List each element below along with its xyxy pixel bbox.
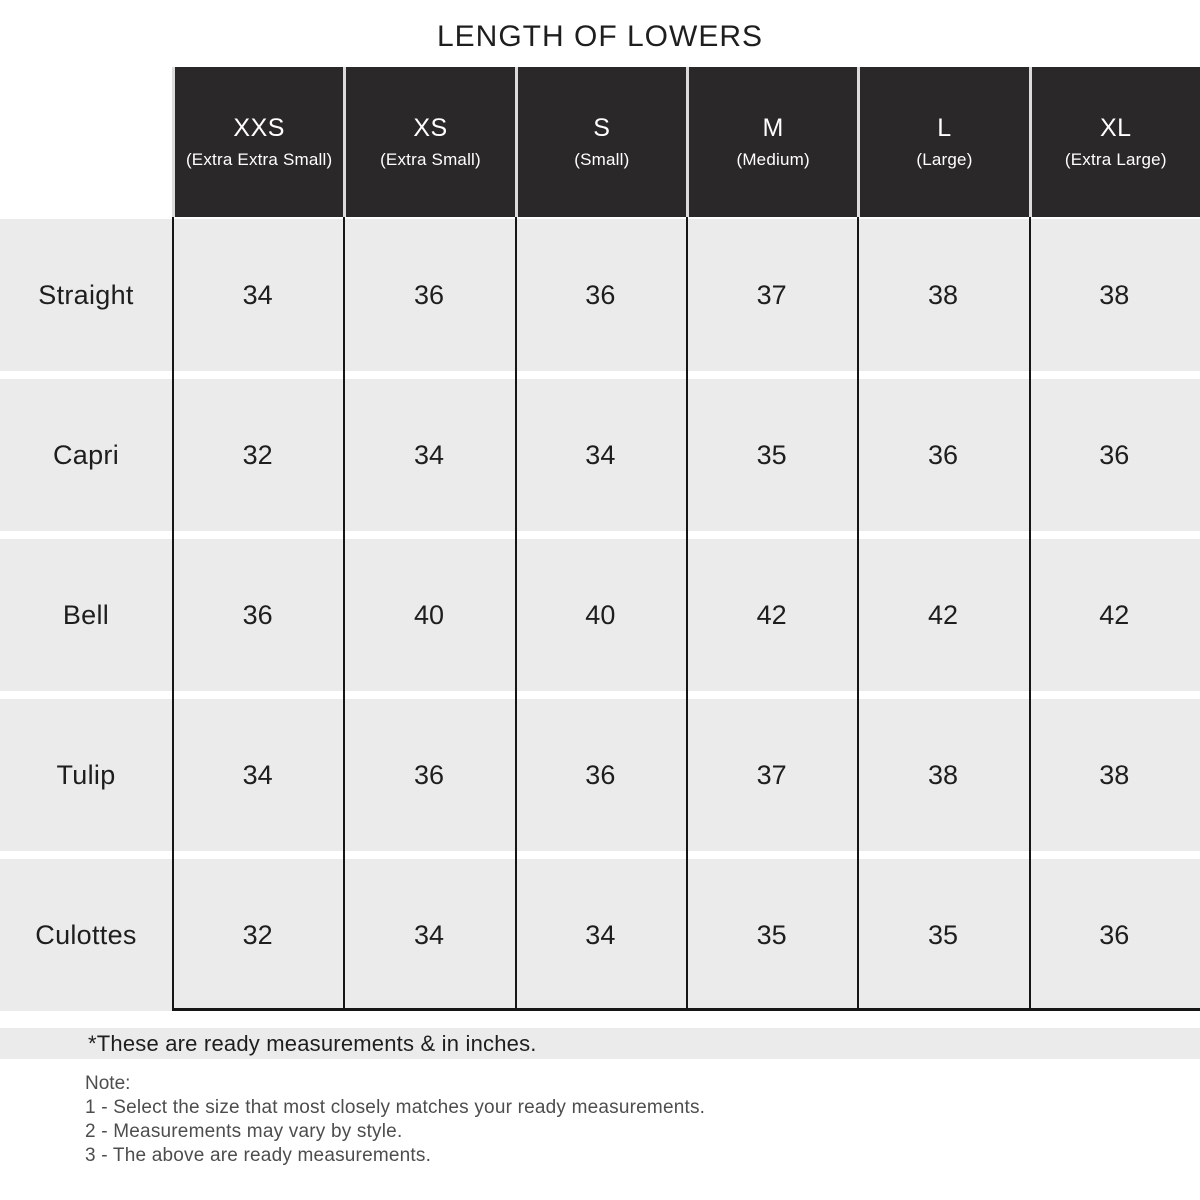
size-value-cell: 42 <box>1028 539 1200 691</box>
size-value-cell: 34 <box>343 379 515 531</box>
footnote-band: *These are ready measurements & in inche… <box>0 1028 1200 1059</box>
size-value-cell: 38 <box>1028 219 1200 371</box>
size-value-cell: 36 <box>514 699 686 851</box>
column-header-s: S (Small) <box>514 67 686 217</box>
size-value-cell: 32 <box>172 859 344 1011</box>
size-value-cell: 36 <box>343 219 515 371</box>
footnote-text: *These are ready measurements & in inche… <box>88 1030 537 1056</box>
column-header-fullname: (Large) <box>916 150 973 169</box>
note-item: 1 - Select the size that most closely ma… <box>85 1097 706 1118</box>
size-value-cell: 36 <box>1028 379 1200 531</box>
note-block: Note: 1 - Select the size that most clos… <box>85 1072 1135 1168</box>
column-header-size: L <box>937 114 952 142</box>
table-row-bell: Bell 36 40 40 42 42 42 <box>0 539 1200 691</box>
size-value-cell: 35 <box>685 379 858 531</box>
size-value-cell: 42 <box>685 539 858 691</box>
column-header-xxs: XXS (Extra Extra Small) <box>172 67 344 217</box>
size-value-cell: 34 <box>343 859 515 1011</box>
column-header-size: XXS <box>233 114 285 142</box>
table-header-row: XXS (Extra Extra Small) XS (Extra Small)… <box>0 67 1200 217</box>
grid-line-vertical <box>1028 217 1031 1011</box>
row-label: Tulip <box>0 699 172 851</box>
table-row-culottes: Culottes 32 34 34 35 35 36 <box>0 859 1200 1011</box>
column-header-xs: XS (Extra Small) <box>343 67 515 217</box>
column-header-size: S <box>593 114 611 142</box>
row-label: Bell <box>0 539 172 691</box>
table-row-capri: Capri 32 34 34 35 36 36 <box>0 379 1200 531</box>
size-value-cell: 36 <box>514 219 686 371</box>
note-item: 3 - The above are ready measurements. <box>85 1145 432 1166</box>
note-item: 2 - Measurements may vary by style. <box>85 1121 403 1142</box>
column-header-m: M (Medium) <box>685 67 858 217</box>
size-value-cell: 36 <box>172 539 344 691</box>
grid-line-vertical <box>857 217 860 1011</box>
grid-line-vertical <box>172 217 174 1011</box>
note-heading: Note: <box>85 1073 131 1094</box>
column-header-fullname: (Extra Large) <box>1064 150 1167 169</box>
size-value-cell: 36 <box>343 699 515 851</box>
page-title: LENGTH OF LOWERS <box>436 20 764 53</box>
size-value-cell: 35 <box>685 859 858 1011</box>
size-value-cell: 40 <box>514 539 686 691</box>
column-header-fullname: (Medium) <box>736 150 810 169</box>
table-row-tulip: Tulip 34 36 36 37 38 38 <box>0 699 1200 851</box>
size-value-cell: 38 <box>1028 699 1200 851</box>
size-value-cell: 37 <box>685 219 858 371</box>
size-value-cell: 35 <box>857 859 1029 1011</box>
grid-line-vertical <box>514 217 517 1011</box>
grid-line-vertical <box>343 217 346 1011</box>
column-header-xl: XL (Extra Large) <box>1028 67 1200 217</box>
size-value-cell: 40 <box>343 539 515 691</box>
size-value-cell: 32 <box>172 379 344 531</box>
size-value-cell: 38 <box>857 219 1029 371</box>
size-value-cell: 34 <box>514 859 686 1011</box>
table-body: Straight 34 36 36 37 38 38 Capri 32 34 3… <box>0 219 1200 1019</box>
size-value-cell: 34 <box>172 219 344 371</box>
column-header-fullname: (Extra Extra Small) <box>185 150 333 169</box>
grid-line-bottom <box>172 1008 1200 1011</box>
size-value-cell: 36 <box>1028 859 1200 1011</box>
column-header-l: L (Large) <box>857 67 1029 217</box>
header-corner-spacer <box>0 67 172 217</box>
row-label: Straight <box>0 219 172 371</box>
column-header-fullname: (Extra Small) <box>380 150 481 169</box>
column-header-size: XL <box>1100 114 1132 142</box>
size-value-cell: 36 <box>857 379 1029 531</box>
column-header-fullname: (Small) <box>574 150 630 169</box>
size-value-cell: 42 <box>857 539 1029 691</box>
column-header-size: XS <box>413 114 448 142</box>
size-value-cell: 34 <box>514 379 686 531</box>
row-label: Culottes <box>0 859 172 1011</box>
size-value-cell: 37 <box>685 699 858 851</box>
row-label: Capri <box>0 379 172 531</box>
column-header-size: M <box>762 114 784 142</box>
size-value-cell: 38 <box>857 699 1029 851</box>
table-row-straight: Straight 34 36 36 37 38 38 <box>0 219 1200 371</box>
size-value-cell: 34 <box>172 699 344 851</box>
grid-line-vertical <box>686 217 688 1011</box>
